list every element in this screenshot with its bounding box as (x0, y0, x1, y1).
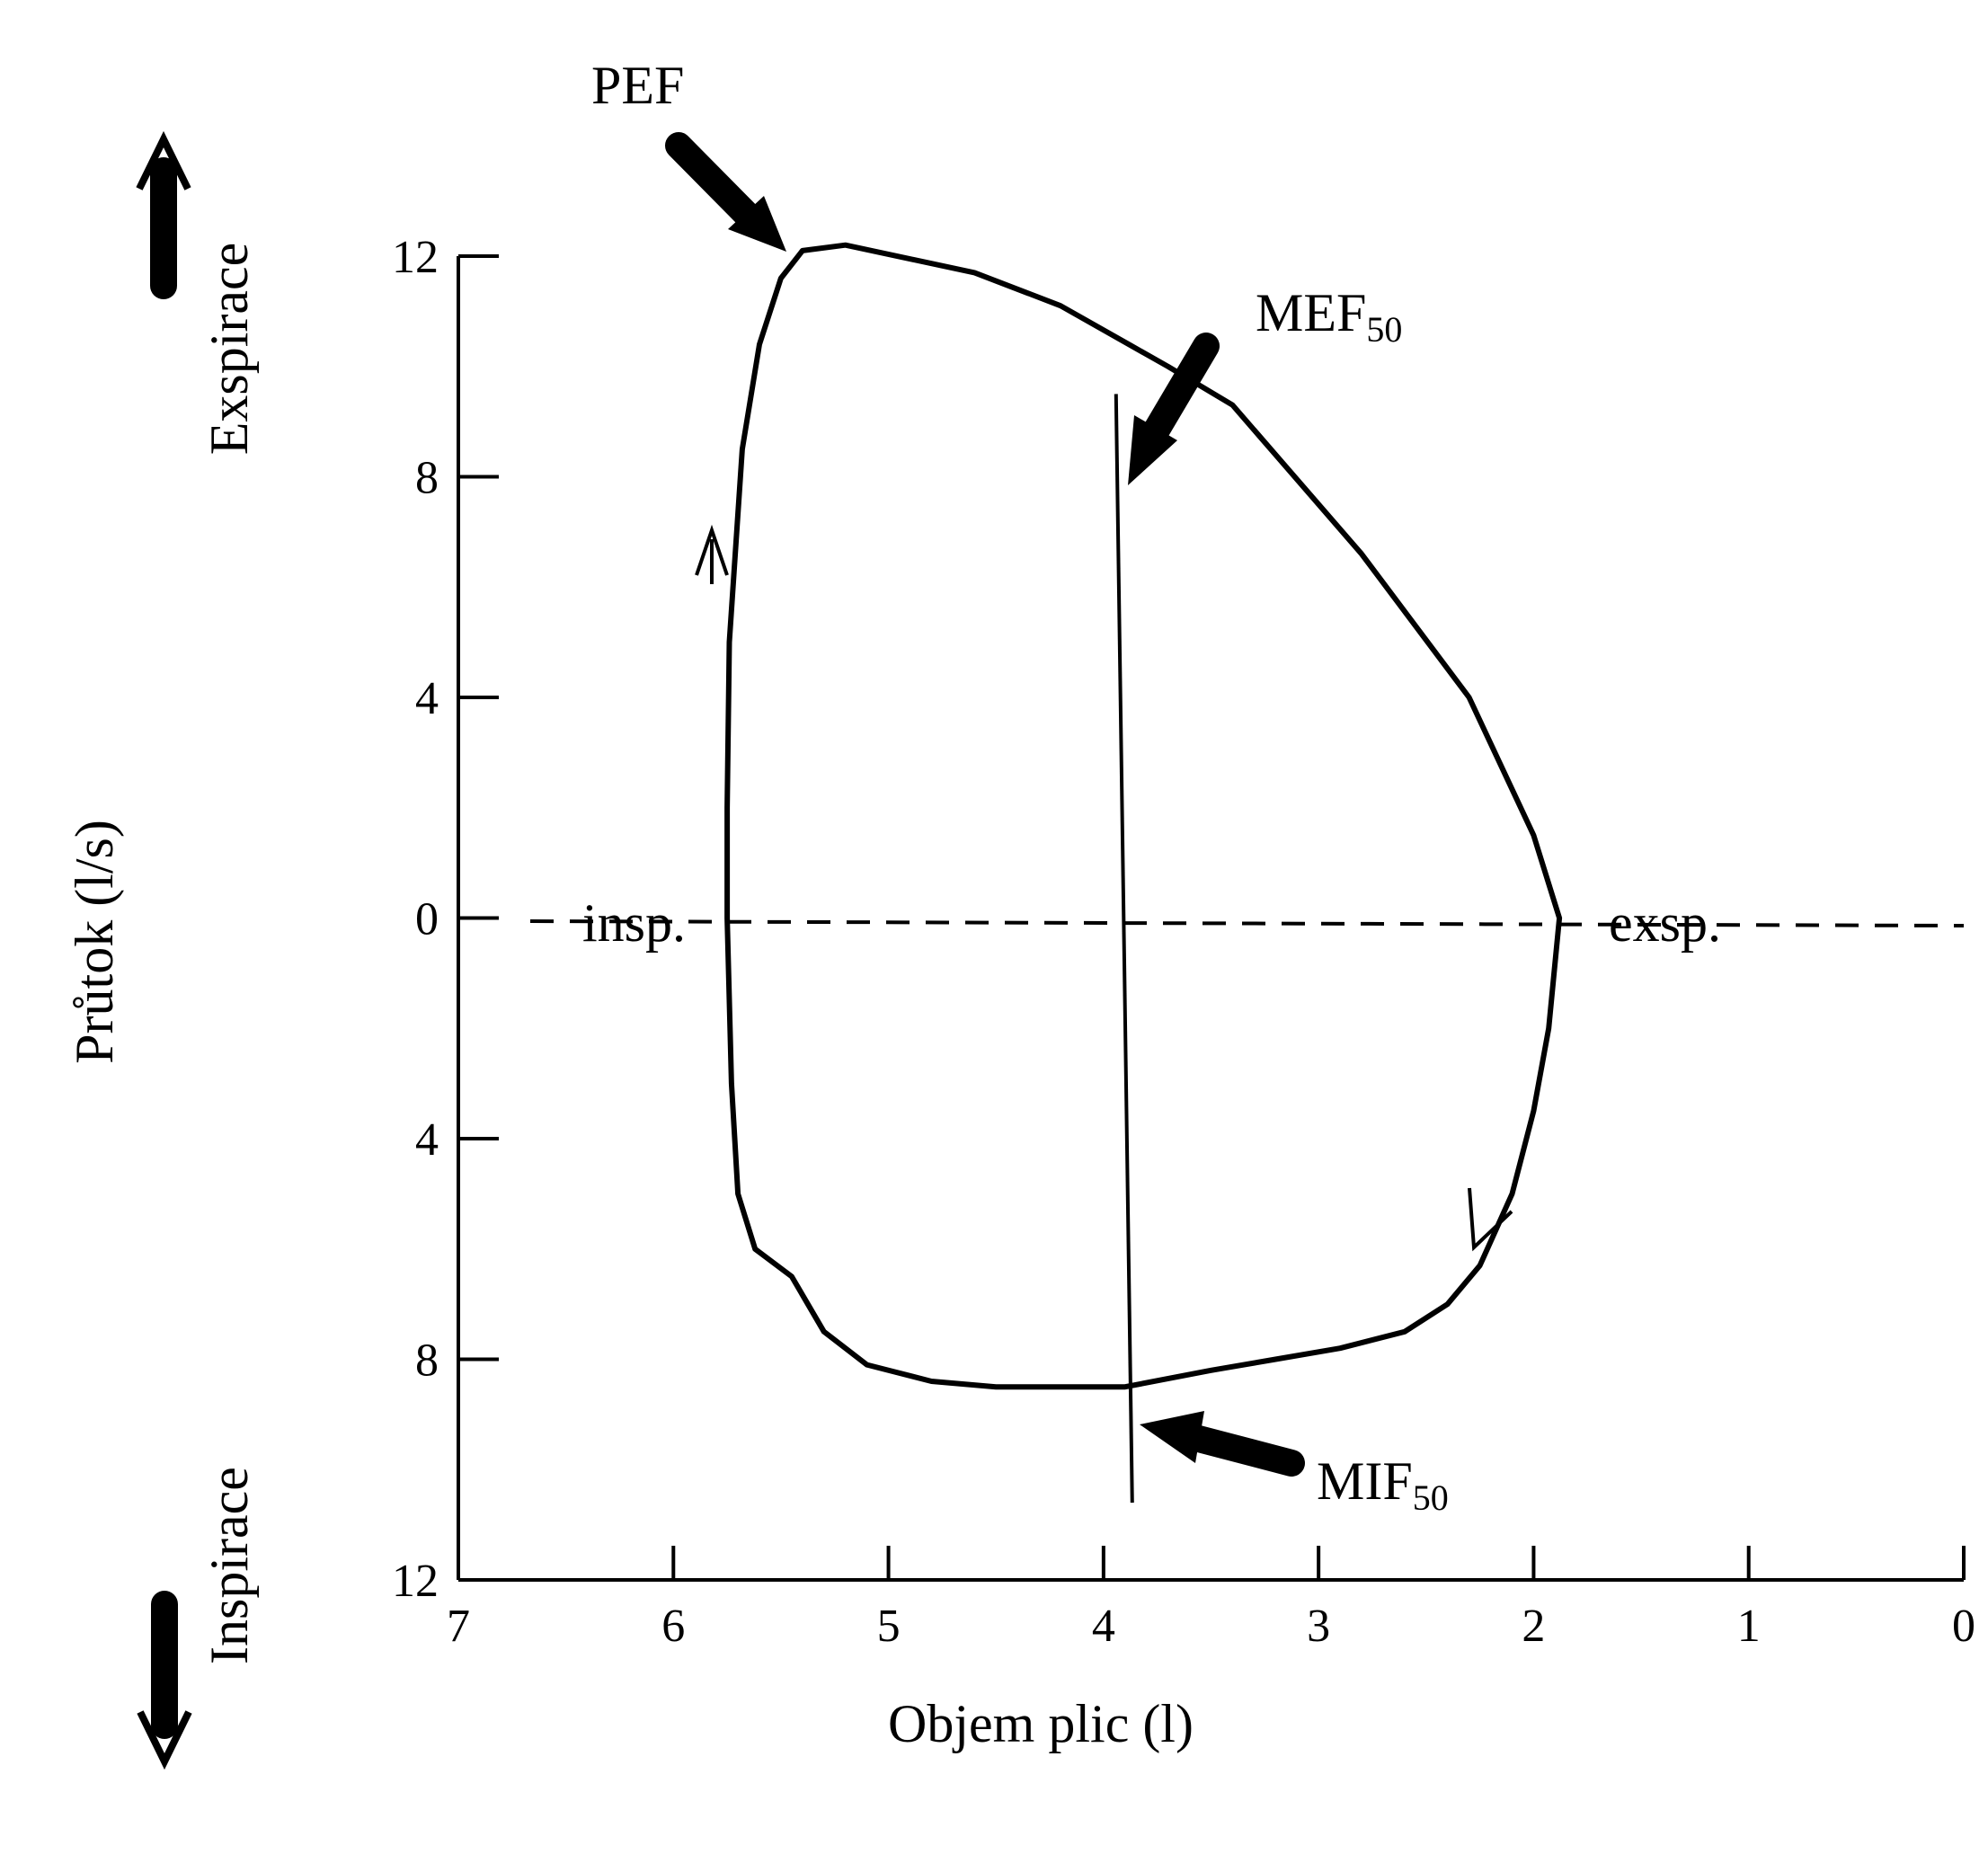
x-tick-label: 4 (1092, 1601, 1115, 1652)
y-tick-label: 0 (415, 894, 439, 945)
x-tick-label: 6 (661, 1601, 685, 1652)
mef50-label: MEF50 (1256, 283, 1402, 350)
x-tick-label: 3 (1307, 1601, 1330, 1652)
y-tick-label: 12 (392, 232, 439, 283)
direction-label-inspiration: Inspirace (200, 1467, 259, 1664)
x-ticks: 7 6 5 4 3 2 1 0 (447, 1546, 1975, 1652)
x-axis-title: Objem plic (l) (888, 1694, 1194, 1753)
pef-label: PEF (591, 56, 684, 115)
flow-volume-loop (724, 242, 1563, 1390)
x-tick-label: 7 (447, 1601, 470, 1652)
x-tick-label: 2 (1522, 1601, 1545, 1652)
exsp-label: exsp. (1609, 893, 1721, 953)
x-tick-label: 0 (1952, 1601, 1975, 1652)
pef-pointer-arrow (665, 132, 786, 252)
inspiration-down-arrow-icon (137, 1591, 192, 1770)
y-tick-label: 4 (415, 1114, 439, 1166)
insp-label: insp. (582, 893, 686, 953)
mif50-pointer-arrow (1140, 1411, 1305, 1477)
y-axis-title: Průtok (l/s) (65, 820, 124, 1064)
loop-direction-arrow-down (1468, 1187, 1513, 1252)
y-tick-label: 4 (415, 673, 439, 724)
mef50-label-subscript: 50 (1366, 309, 1402, 350)
y-tick-label: 8 (415, 1335, 439, 1387)
y-tick-label: 12 (392, 1556, 439, 1607)
mef50-pointer-arrow (1128, 333, 1220, 485)
mef-mif-reference-line (1114, 394, 1134, 1504)
loop-direction-arrow-up (695, 524, 729, 584)
mef50-label-main: MEF (1256, 283, 1366, 342)
mif50-label-subscript: 50 (1413, 1477, 1449, 1518)
y-ticks: 12 8 4 0 4 8 12 (392, 232, 499, 1607)
direction-label-expiration: Exspirace (200, 243, 259, 456)
mif50-label-main: MIF (1317, 1451, 1413, 1511)
mif50-label: MIF50 (1317, 1451, 1449, 1518)
zero-flow-line (529, 919, 1965, 927)
expiration-up-arrow-icon (136, 130, 191, 299)
y-tick-label: 8 (415, 453, 439, 504)
x-tick-label: 5 (877, 1601, 901, 1652)
x-tick-label: 1 (1737, 1601, 1761, 1652)
